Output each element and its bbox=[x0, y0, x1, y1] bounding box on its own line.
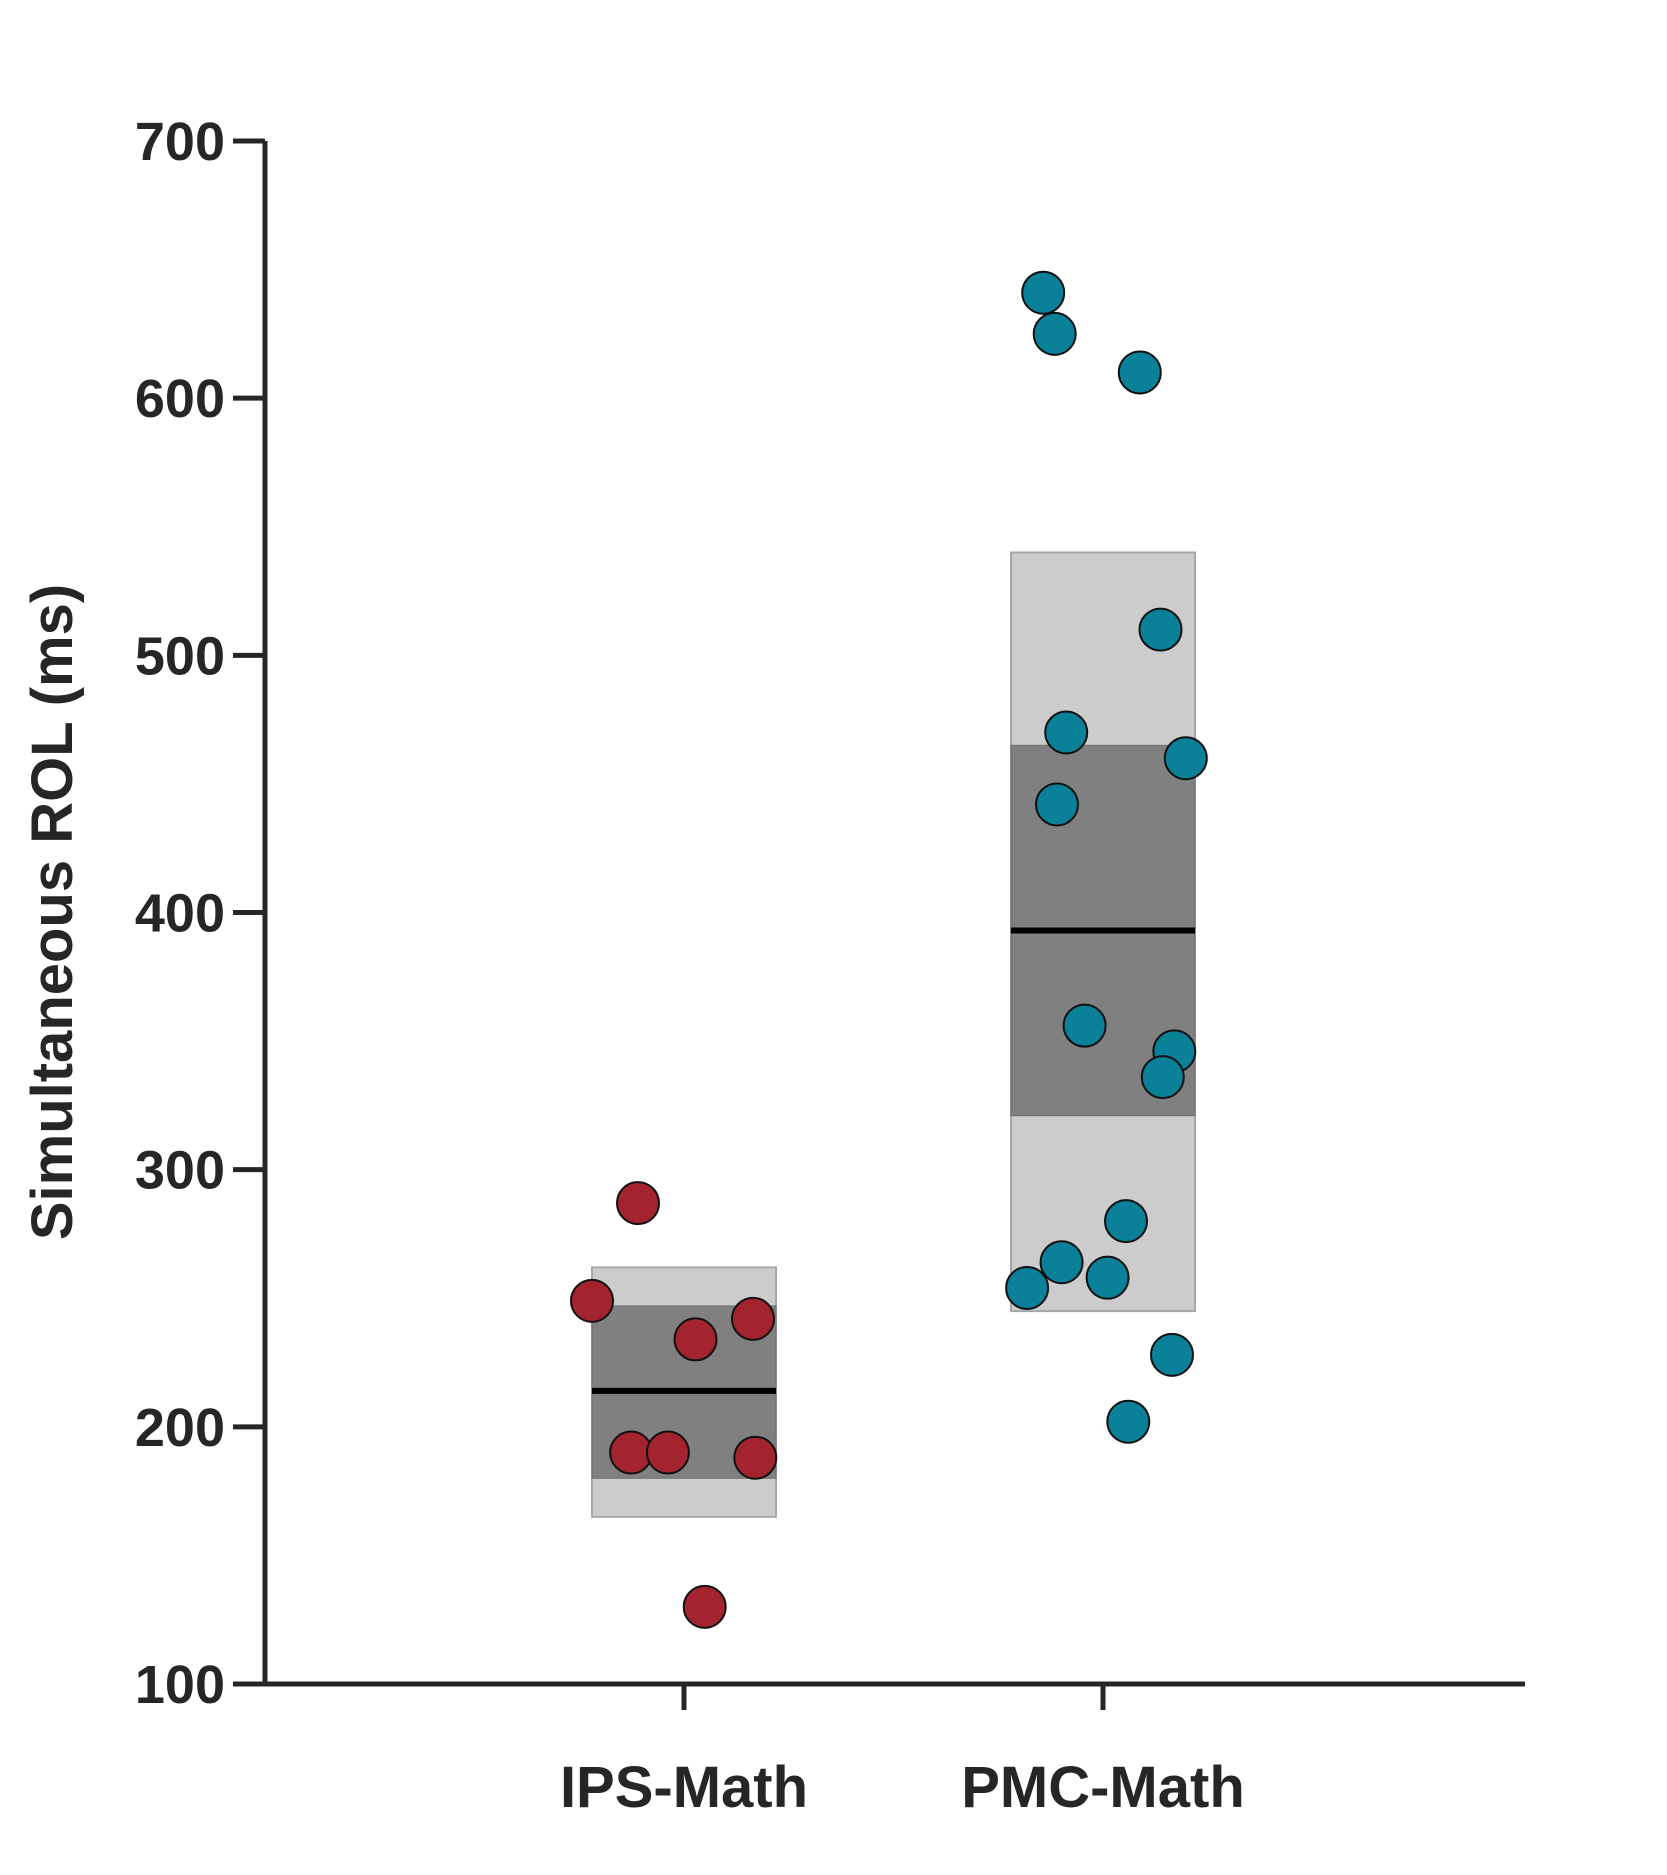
axes bbox=[262, 141, 1525, 1687]
data-point bbox=[1035, 782, 1079, 827]
data-point bbox=[1104, 1199, 1148, 1244]
data-point bbox=[609, 1430, 654, 1475]
data-point bbox=[570, 1278, 614, 1323]
data-point bbox=[1005, 1265, 1050, 1310]
data-point bbox=[1021, 270, 1066, 315]
data-point bbox=[733, 1435, 778, 1480]
y-ticks: 100 200 300 400 500 600 700 bbox=[135, 112, 265, 1715]
y-tick-label: 100 bbox=[135, 1655, 225, 1715]
x-tick-label: PMC-Math bbox=[961, 1755, 1245, 1820]
data-point bbox=[645, 1430, 690, 1475]
y-tick-label: 600 bbox=[135, 369, 225, 429]
data-point bbox=[731, 1296, 775, 1341]
data-point bbox=[1150, 1332, 1194, 1377]
data-point bbox=[1163, 736, 1208, 781]
x-ticks: IPS-Math PMC-Math bbox=[560, 1684, 1245, 1820]
point-layer bbox=[570, 270, 1208, 1629]
data-point bbox=[1140, 1055, 1185, 1100]
data-point bbox=[1044, 710, 1089, 755]
y-tick-label: 400 bbox=[135, 884, 225, 944]
data-point bbox=[682, 1584, 727, 1629]
data-point bbox=[1062, 1003, 1107, 1048]
y-tick-label: 700 bbox=[135, 112, 225, 172]
y-tick-label: 200 bbox=[135, 1398, 225, 1458]
y-tick-label: 500 bbox=[135, 626, 225, 686]
x-tick-label: IPS-Math bbox=[560, 1755, 808, 1820]
y-axis-label: Simultaneous ROL (ms) bbox=[20, 584, 85, 1240]
data-point bbox=[1138, 607, 1183, 652]
data-point bbox=[1085, 1255, 1130, 1300]
y-tick-label: 300 bbox=[135, 1141, 225, 1201]
data-point bbox=[1032, 311, 1077, 356]
data-point bbox=[673, 1317, 718, 1362]
data-point bbox=[616, 1181, 660, 1226]
data-point bbox=[1106, 1399, 1151, 1444]
data-point bbox=[1039, 1240, 1084, 1285]
data-point bbox=[1117, 350, 1162, 395]
